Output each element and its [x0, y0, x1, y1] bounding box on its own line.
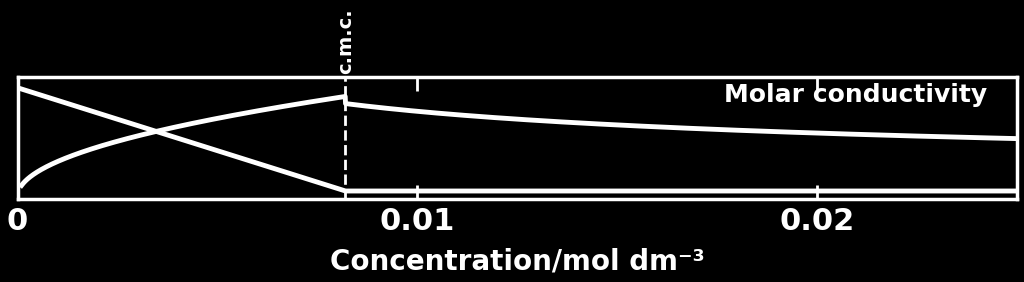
Text: c.m.c.: c.m.c.: [336, 9, 355, 74]
X-axis label: Concentration/mol dm⁻³: Concentration/mol dm⁻³: [330, 247, 705, 275]
Text: Molar conductivity: Molar conductivity: [724, 83, 987, 107]
